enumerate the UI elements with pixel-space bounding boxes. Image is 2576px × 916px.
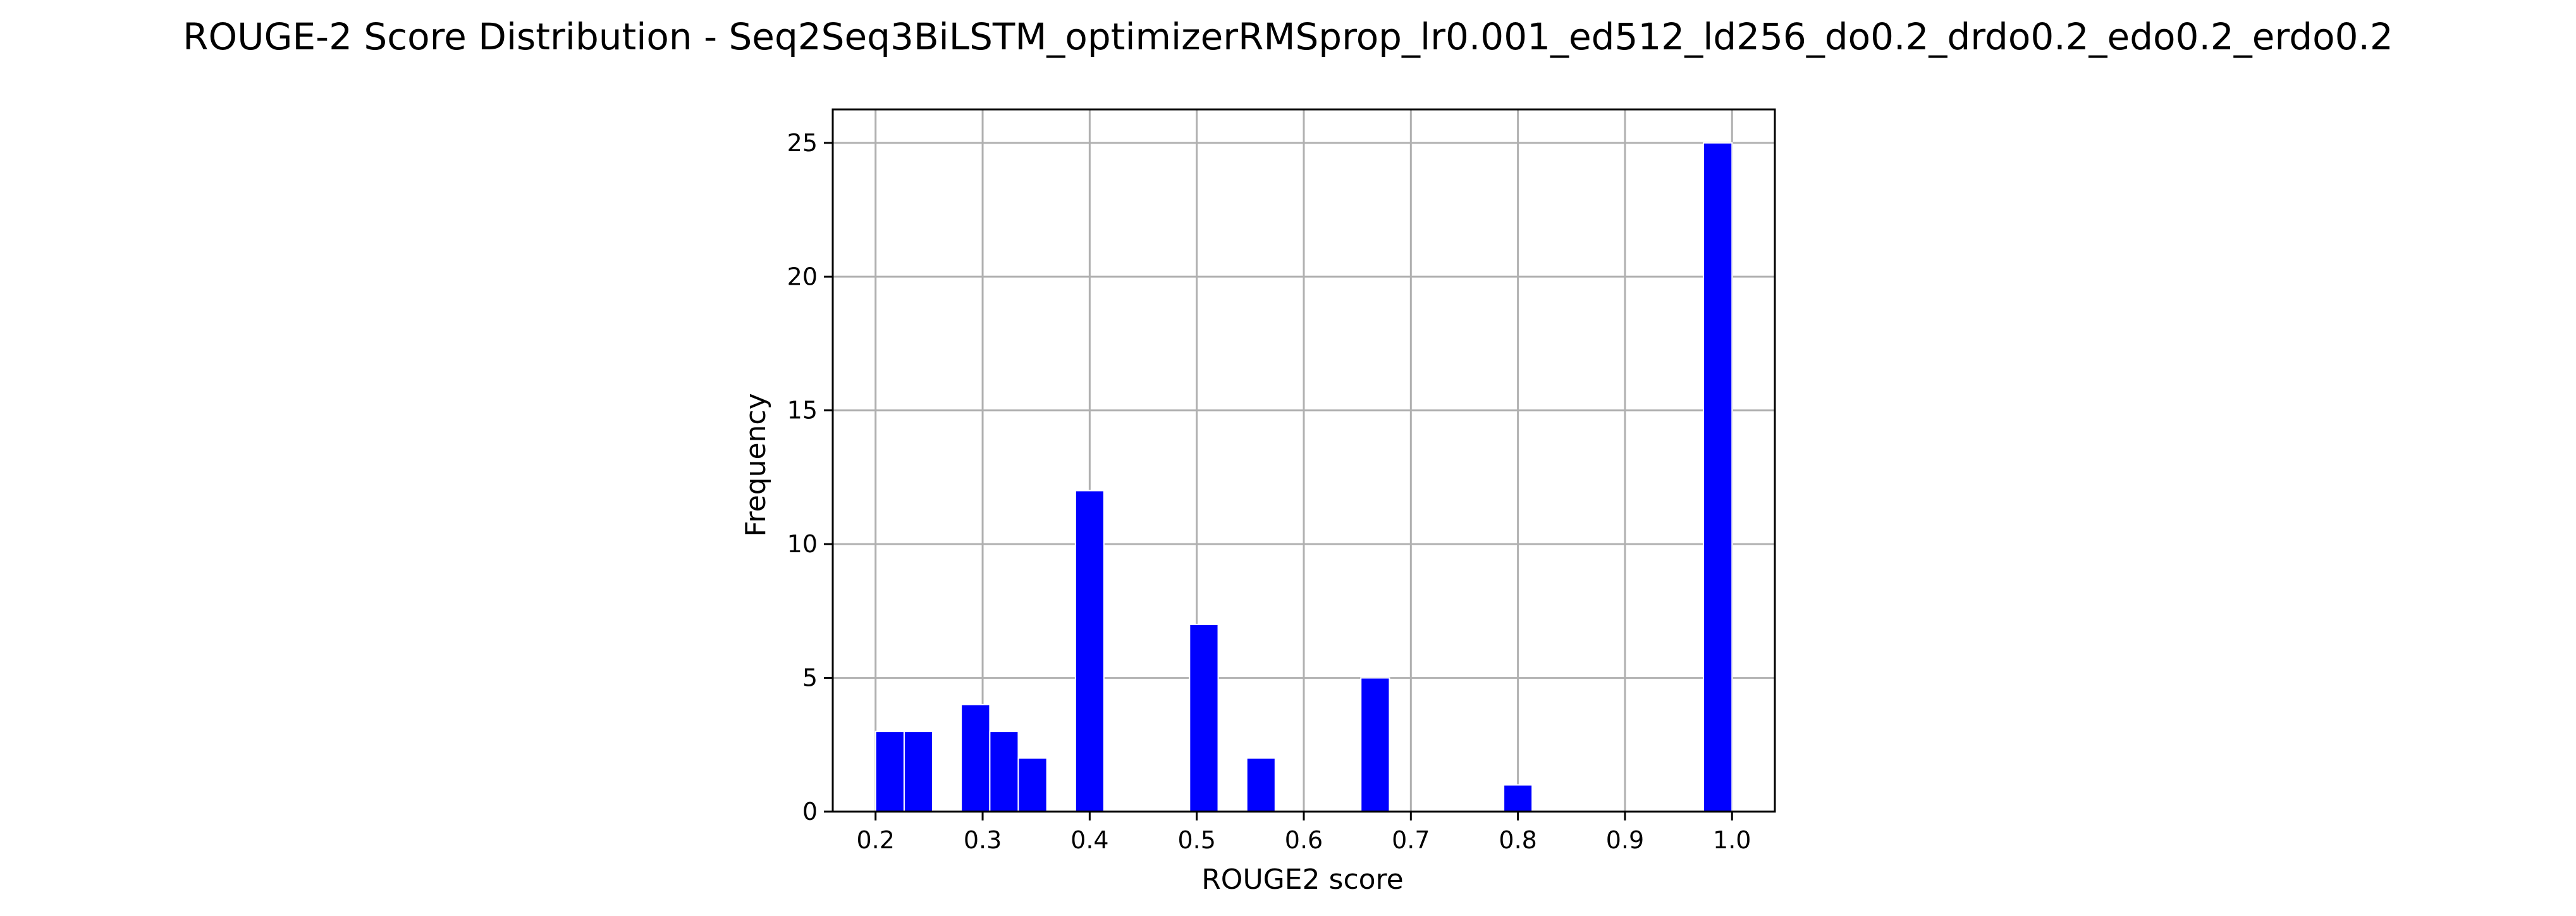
x-tick-label: 0.5: [1177, 826, 1215, 854]
histogram-bar: [1017, 757, 1048, 813]
histogram-bar: [960, 703, 991, 813]
grid-lines: [833, 109, 1775, 813]
y-tick-label: 0: [802, 798, 818, 826]
y-tick-label: 25: [787, 129, 818, 157]
x-tick-label: 1.0: [1713, 826, 1751, 854]
x-tick-label: 0.6: [1285, 826, 1323, 854]
x-tick-label: 0.8: [1499, 826, 1536, 854]
chart-title: ROUGE-2 Score Distribution - Seq2Seq3BiL…: [183, 15, 2393, 58]
histogram-bar: [903, 731, 933, 812]
x-tick-label: 0.4: [1070, 826, 1108, 854]
y-axis-label: Frequency: [740, 393, 772, 536]
x-tick-label: 0.3: [964, 826, 1002, 854]
axis-ticks: 0.2 0.3 0.4 0.5 0.6 0.7 0.8 0.9 1.0 0 5 10 15 20 25: [787, 129, 1751, 854]
histogram-bar: [874, 731, 905, 812]
histogram-bar: [1246, 757, 1276, 813]
y-tick-label: 20: [787, 263, 818, 290]
bars: [874, 142, 1733, 813]
y-tick-label: 10: [787, 530, 818, 558]
x-tick-label: 0.9: [1606, 826, 1644, 854]
histogram-bar: [1703, 142, 1733, 812]
x-axis-label: ROUGE2 score: [1201, 863, 1404, 896]
histogram-bar: [1074, 490, 1105, 812]
histogram-bar: [989, 731, 1019, 812]
x-tick-label: 0.2: [857, 826, 895, 854]
histogram-bar: [1503, 784, 1533, 812]
y-tick-label: 5: [802, 664, 818, 692]
x-tick-label: 0.7: [1392, 826, 1430, 854]
histogram-bar: [1360, 677, 1390, 812]
y-tick-label: 15: [787, 397, 818, 424]
histogram-bar: [1189, 624, 1219, 812]
